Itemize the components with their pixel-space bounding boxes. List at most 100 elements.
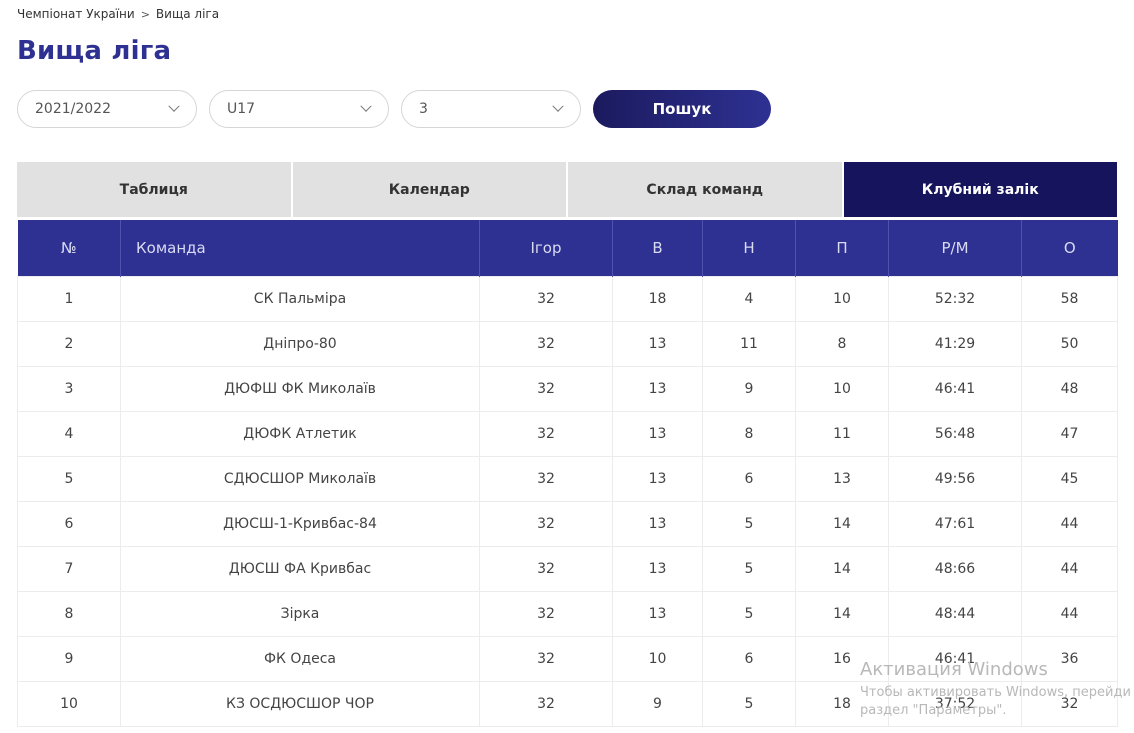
cell-losses: 8 bbox=[795, 320, 889, 367]
cell-goals: 37:52 bbox=[888, 680, 1022, 727]
cell-team[interactable]: СК Пальміра bbox=[120, 275, 480, 322]
round-select[interactable]: 3 bbox=[401, 90, 581, 128]
cell-goals: 46:41 bbox=[888, 365, 1022, 412]
cell-wins: 13 bbox=[612, 455, 703, 502]
cell-losses: 14 bbox=[795, 500, 889, 547]
search-button[interactable]: Пошук bbox=[593, 90, 771, 128]
cell-wins: 13 bbox=[612, 320, 703, 367]
cell-wins: 13 bbox=[612, 500, 703, 547]
cell-number: 1 bbox=[17, 275, 121, 322]
chevron-down-icon bbox=[360, 100, 372, 112]
cell-draws: 5 bbox=[702, 590, 796, 637]
cell-points: 58 bbox=[1021, 275, 1118, 322]
cell-team[interactable]: ДЮФШ ФК Миколаїв bbox=[120, 365, 480, 412]
cell-games: 32 bbox=[479, 635, 613, 682]
table-row: 5 СДЮСШОР Миколаїв 32 13 6 13 49:56 45 bbox=[17, 455, 1118, 502]
cell-goals: 49:56 bbox=[888, 455, 1022, 502]
cell-draws: 6 bbox=[702, 635, 796, 682]
tab-table[interactable]: Таблиця bbox=[17, 162, 293, 217]
season-select[interactable]: 2021/2022 bbox=[17, 90, 197, 128]
cell-goals: 56:48 bbox=[888, 410, 1022, 457]
cell-losses: 18 bbox=[795, 680, 889, 727]
tabs-bar: Таблиця Календар Склад команд Клубний за… bbox=[17, 162, 1117, 217]
table-row: 10 КЗ ОСДЮСШОР ЧОР 32 9 5 18 37:52 32 bbox=[17, 680, 1118, 727]
cell-team[interactable]: Зірка bbox=[120, 590, 480, 637]
breadcrumb-separator-icon: > bbox=[140, 7, 150, 21]
cell-games: 32 bbox=[479, 365, 613, 412]
table-row: 8 Зірка 32 13 5 14 48:44 44 bbox=[17, 590, 1118, 637]
cell-goals: 48:66 bbox=[888, 545, 1022, 592]
cell-goals: 52:32 bbox=[888, 275, 1022, 322]
tab-club-standings[interactable]: Клубний залік bbox=[843, 162, 1117, 217]
cell-wins: 13 bbox=[612, 545, 703, 592]
cell-games: 32 bbox=[479, 590, 613, 637]
cell-goals: 47:61 bbox=[888, 500, 1022, 547]
cell-number: 6 bbox=[17, 500, 121, 547]
header-team: Команда bbox=[120, 220, 480, 276]
header-draws: Н bbox=[702, 220, 796, 276]
round-select-value: 3 bbox=[419, 101, 428, 117]
chevron-down-icon bbox=[552, 100, 564, 112]
cell-goals: 41:29 bbox=[888, 320, 1022, 367]
cell-team[interactable]: ДЮФК Атлетик bbox=[120, 410, 480, 457]
cell-draws: 6 bbox=[702, 455, 796, 502]
header-goals: Р/М bbox=[888, 220, 1022, 276]
cell-games: 32 bbox=[479, 500, 613, 547]
cell-wins: 13 bbox=[612, 365, 703, 412]
cell-points: 50 bbox=[1021, 320, 1118, 367]
cell-losses: 16 bbox=[795, 635, 889, 682]
table-row: 4 ДЮФК Атлетик 32 13 8 11 56:48 47 bbox=[17, 410, 1118, 457]
chevron-down-icon bbox=[168, 100, 180, 112]
age-group-select-value: U17 bbox=[227, 101, 256, 117]
cell-games: 32 bbox=[479, 410, 613, 457]
tab-team-rosters[interactable]: Склад команд bbox=[568, 162, 844, 217]
cell-team[interactable]: Дніпро-80 bbox=[120, 320, 480, 367]
breadcrumb-link-championship[interactable]: Чемпіонат України bbox=[17, 7, 135, 21]
cell-points: 44 bbox=[1021, 500, 1118, 547]
cell-number: 10 bbox=[17, 680, 121, 727]
cell-team[interactable]: СДЮСШОР Миколаїв bbox=[120, 455, 480, 502]
table-body: 1 СК Пальміра 32 18 4 10 52:32 58 2 Дніпро-80 32 13… bbox=[17, 275, 1118, 727]
header-wins: В bbox=[612, 220, 703, 276]
cell-losses: 14 bbox=[795, 590, 889, 637]
cell-wins: 9 bbox=[612, 680, 703, 727]
cell-losses: 13 bbox=[795, 455, 889, 502]
cell-losses: 10 bbox=[795, 275, 889, 322]
cell-points: 44 bbox=[1021, 545, 1118, 592]
cell-team[interactable]: ФК Одеса bbox=[120, 635, 480, 682]
cell-games: 32 bbox=[479, 545, 613, 592]
season-select-value: 2021/2022 bbox=[35, 101, 111, 117]
cell-wins: 13 bbox=[612, 590, 703, 637]
cell-team[interactable]: ДЮСШ-1-Кривбас-84 bbox=[120, 500, 480, 547]
table-row: 2 Дніпро-80 32 13 11 8 41:29 50 bbox=[17, 320, 1118, 367]
cell-goals: 48:44 bbox=[888, 590, 1022, 637]
cell-team[interactable]: КЗ ОСДЮСШОР ЧОР bbox=[120, 680, 480, 727]
cell-draws: 5 bbox=[702, 545, 796, 592]
table-row: 9 ФК Одеса 32 10 6 16 46:41 36 bbox=[17, 635, 1118, 682]
age-group-select[interactable]: U17 bbox=[209, 90, 389, 128]
table-row: 1 СК Пальміра 32 18 4 10 52:32 58 bbox=[17, 275, 1118, 322]
cell-team[interactable]: ДЮСШ ФА Кривбас bbox=[120, 545, 480, 592]
cell-number: 4 bbox=[17, 410, 121, 457]
cell-points: 32 bbox=[1021, 680, 1118, 727]
cell-points: 36 bbox=[1021, 635, 1118, 682]
cell-games: 32 bbox=[479, 455, 613, 502]
filters-bar: 2021/2022 U17 3 Пошук bbox=[17, 90, 771, 128]
cell-wins: 13 bbox=[612, 410, 703, 457]
cell-points: 44 bbox=[1021, 590, 1118, 637]
cell-draws: 5 bbox=[702, 500, 796, 547]
cell-goals: 46:41 bbox=[888, 635, 1022, 682]
cell-games: 32 bbox=[479, 680, 613, 727]
tab-calendar[interactable]: Календар bbox=[292, 162, 568, 217]
page-title: Вища ліга bbox=[17, 36, 172, 66]
breadcrumb-current: Вища ліга bbox=[155, 7, 220, 21]
breadcrumb: Чемпіонат України > Вища ліга bbox=[17, 7, 219, 21]
cell-draws: 4 bbox=[702, 275, 796, 322]
cell-draws: 5 bbox=[702, 680, 796, 727]
cell-number: 3 bbox=[17, 365, 121, 412]
cell-draws: 9 bbox=[702, 365, 796, 412]
cell-draws: 8 bbox=[702, 410, 796, 457]
table-row: 6 ДЮСШ-1-Кривбас-84 32 13 5 14 47:61 44 bbox=[17, 500, 1118, 547]
header-number: № bbox=[17, 220, 121, 276]
cell-number: 7 bbox=[17, 545, 121, 592]
